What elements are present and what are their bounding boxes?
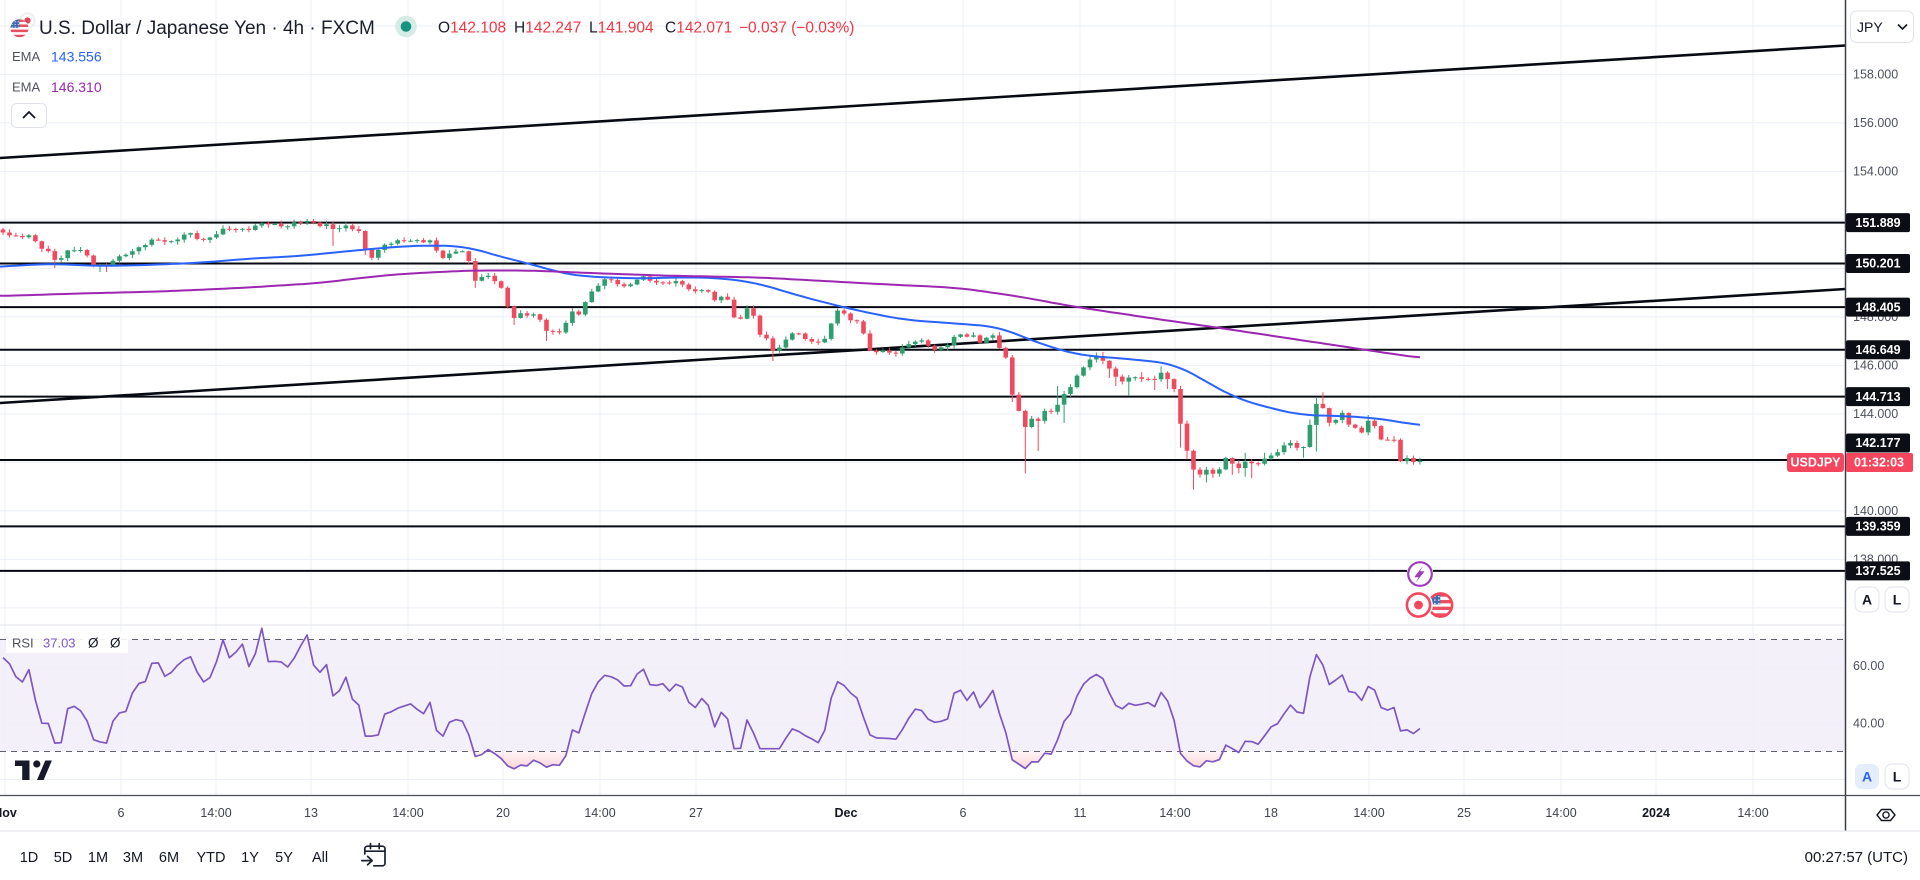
- svg-text:150.201: 150.201: [1855, 257, 1900, 271]
- svg-text:6: 6: [960, 806, 967, 820]
- svg-text:14:00: 14:00: [1159, 806, 1190, 820]
- svg-text:14:00: 14:00: [584, 806, 615, 820]
- svg-text:14:00: 14:00: [392, 806, 423, 820]
- svg-text:139.359: 139.359: [1855, 520, 1900, 534]
- svg-text:142.177: 142.177: [1855, 436, 1900, 450]
- svg-text:143.556: 143.556: [51, 49, 102, 65]
- svg-text:C142.071: C142.071: [665, 20, 732, 37]
- svg-text:146.649: 146.649: [1855, 343, 1900, 357]
- svg-text:Ø: Ø: [88, 636, 99, 651]
- svg-text:6M: 6M: [159, 850, 179, 866]
- svg-text:USDJPY: USDJPY: [1790, 456, 1841, 470]
- svg-text:−0.037 (−0.03%): −0.037 (−0.03%): [739, 20, 854, 37]
- svg-text:2024: 2024: [1642, 806, 1670, 820]
- svg-text:00:27:57 (UTC): 00:27:57 (UTC): [1805, 849, 1908, 866]
- svg-text:14:00: 14:00: [1353, 806, 1384, 820]
- svg-text:JPY: JPY: [1857, 19, 1883, 35]
- svg-text:11: 11: [1074, 806, 1087, 820]
- svg-text:RSI: RSI: [12, 636, 34, 651]
- svg-text:151.889: 151.889: [1855, 216, 1900, 230]
- svg-text:YTD: YTD: [197, 850, 226, 866]
- svg-text:156.000: 156.000: [1853, 116, 1898, 130]
- svg-text:14:00: 14:00: [1737, 806, 1768, 820]
- svg-text:144.713: 144.713: [1855, 390, 1900, 404]
- svg-text:Dec: Dec: [835, 806, 858, 820]
- svg-text:3M: 3M: [123, 850, 143, 866]
- svg-text:1Y: 1Y: [241, 850, 259, 866]
- svg-text:146.000: 146.000: [1853, 359, 1898, 373]
- svg-text:20: 20: [496, 806, 510, 820]
- svg-text:14:00: 14:00: [200, 806, 231, 820]
- svg-text:A: A: [1862, 769, 1872, 785]
- svg-text:L: L: [1893, 592, 1902, 608]
- svg-text:140.000: 140.000: [1853, 504, 1898, 518]
- svg-text:EMA: EMA: [12, 49, 41, 64]
- svg-text:01:32:03: 01:32:03: [1854, 456, 1904, 470]
- svg-text:Nov: Nov: [0, 806, 17, 820]
- svg-text:L141.904: L141.904: [589, 20, 654, 37]
- svg-text:U.S. Dollar / Japanese Yen · 4: U.S. Dollar / Japanese Yen · 4h · FXCM: [39, 18, 375, 39]
- svg-text:60.00: 60.00: [1853, 659, 1884, 673]
- svg-text:144.000: 144.000: [1853, 407, 1898, 421]
- svg-text:158.000: 158.000: [1853, 68, 1898, 82]
- svg-text:25: 25: [1457, 806, 1471, 820]
- svg-text:27: 27: [689, 806, 703, 820]
- svg-text:1D: 1D: [20, 850, 39, 866]
- svg-text:L: L: [1893, 769, 1902, 785]
- svg-text:14:00: 14:00: [1545, 806, 1576, 820]
- svg-text:148.405: 148.405: [1855, 300, 1900, 314]
- svg-text:13: 13: [304, 806, 318, 820]
- svg-text:37.03: 37.03: [43, 636, 76, 651]
- svg-text:1M: 1M: [88, 850, 108, 866]
- svg-text:18: 18: [1264, 806, 1278, 820]
- svg-text:6: 6: [118, 806, 125, 820]
- svg-text:40.00: 40.00: [1853, 717, 1884, 731]
- svg-text:5D: 5D: [54, 850, 73, 866]
- svg-text:H142.247: H142.247: [514, 20, 581, 37]
- svg-text:A: A: [1862, 592, 1872, 608]
- svg-text:EMA: EMA: [12, 80, 41, 95]
- svg-text:All: All: [312, 850, 328, 866]
- svg-text:154.000: 154.000: [1853, 165, 1898, 179]
- svg-text:5Y: 5Y: [275, 850, 293, 866]
- svg-text:146.310: 146.310: [51, 79, 102, 95]
- svg-text:O142.108: O142.108: [438, 20, 506, 37]
- svg-text:Ø: Ø: [110, 636, 121, 651]
- svg-text:137.525: 137.525: [1855, 564, 1900, 578]
